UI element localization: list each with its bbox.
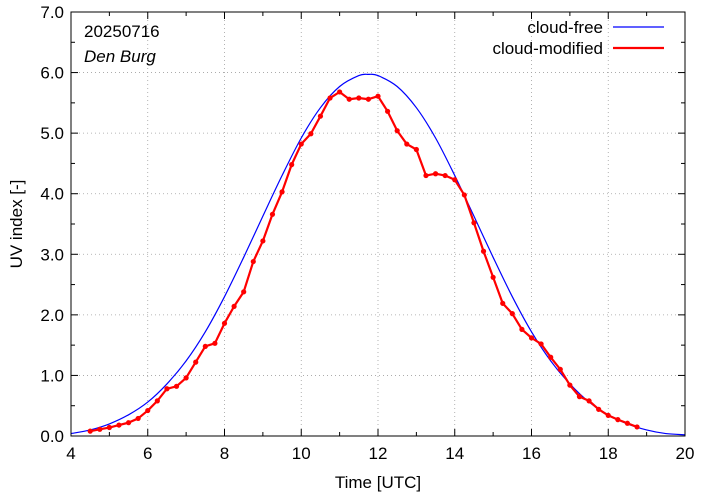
data-point-cloud-modified bbox=[279, 189, 285, 195]
x-axis-label: Time [UTC] bbox=[335, 473, 421, 492]
x-tick-label: 8 bbox=[220, 444, 229, 463]
data-point-cloud-modified bbox=[356, 95, 362, 101]
date-label: 20250716 bbox=[84, 22, 160, 41]
data-point-cloud-modified bbox=[87, 428, 93, 434]
data-point-cloud-modified bbox=[528, 335, 535, 341]
data-point-cloud-modified bbox=[432, 171, 439, 177]
legend-label-cloud-modified: cloud-modified bbox=[492, 39, 603, 58]
data-point-cloud-modified bbox=[116, 422, 122, 428]
x-tick-label: 10 bbox=[292, 444, 311, 463]
y-axis-label: UV index [-] bbox=[7, 180, 26, 269]
x-tick-label: 18 bbox=[599, 444, 618, 463]
data-point-cloud-modified bbox=[346, 96, 352, 102]
data-point-cloud-modified bbox=[327, 95, 333, 101]
data-point-cloud-modified bbox=[154, 398, 160, 404]
data-point-cloud-modified bbox=[471, 220, 477, 226]
data-point-cloud-modified bbox=[442, 172, 448, 179]
y-tick-label: 5.0 bbox=[40, 124, 64, 143]
data-point-cloud-modified bbox=[557, 366, 563, 372]
y-tick-label: 0.0 bbox=[40, 427, 64, 446]
data-point-cloud-modified bbox=[337, 89, 343, 95]
data-point-cloud-modified bbox=[269, 211, 276, 217]
series-layer bbox=[70, 73, 686, 436]
data-point-cloud-modified bbox=[404, 141, 410, 147]
data-point-cloud-modified bbox=[567, 382, 573, 388]
data-point-cloud-modified bbox=[375, 93, 381, 99]
x-tick-label: 20 bbox=[676, 444, 695, 463]
data-point-cloud-modified bbox=[145, 407, 151, 414]
data-point-cloud-modified bbox=[193, 359, 199, 365]
data-point-cloud-modified bbox=[260, 238, 266, 244]
data-point-cloud-modified bbox=[548, 354, 554, 360]
data-point-cloud-modified bbox=[596, 406, 602, 412]
data-point-cloud-modified bbox=[317, 113, 324, 119]
data-point-cloud-modified bbox=[500, 300, 506, 306]
data-point-cloud-modified bbox=[164, 386, 170, 392]
x-tick-label: 14 bbox=[445, 444, 464, 463]
x-tick-label: 12 bbox=[369, 444, 388, 463]
series-line-cloud-free bbox=[70, 73, 686, 436]
data-point-cloud-modified bbox=[615, 417, 621, 423]
data-point-cloud-modified bbox=[452, 177, 458, 183]
data-point-cloud-modified bbox=[394, 128, 400, 134]
data-point-cloud-modified bbox=[509, 311, 515, 317]
data-point-cloud-modified bbox=[241, 289, 247, 295]
data-point-cloud-modified bbox=[135, 415, 141, 422]
data-point-cloud-modified bbox=[624, 420, 631, 426]
data-point-cloud-modified bbox=[173, 383, 180, 389]
grid-layer bbox=[71, 12, 685, 436]
data-point-cloud-modified bbox=[384, 108, 391, 114]
data-point-cloud-modified bbox=[586, 398, 592, 404]
data-point-cloud-modified bbox=[106, 424, 112, 431]
data-point-cloud-modified bbox=[125, 420, 132, 426]
data-point-cloud-modified bbox=[231, 303, 237, 309]
data-point-cloud-modified bbox=[212, 340, 218, 346]
data-point-cloud-modified bbox=[605, 412, 611, 419]
y-tick-label: 3.0 bbox=[40, 245, 64, 264]
data-point-cloud-modified bbox=[202, 343, 208, 349]
data-point-cloud-modified bbox=[490, 274, 496, 280]
data-point-cloud-modified bbox=[461, 192, 467, 198]
data-point-cloud-modified bbox=[423, 172, 429, 179]
y-tick-label: 6.0 bbox=[40, 64, 64, 83]
x-tick-label: 4 bbox=[66, 444, 75, 463]
data-point-cloud-modified bbox=[413, 146, 419, 153]
data-point-cloud-modified bbox=[538, 341, 544, 347]
legend: cloud-free cloud-modified bbox=[492, 18, 664, 58]
series-line-cloud-modified bbox=[89, 90, 638, 433]
data-point-cloud-modified bbox=[183, 375, 189, 381]
data-point-cloud-modified bbox=[634, 424, 640, 430]
data-point-cloud-modified bbox=[250, 258, 256, 265]
y-tick-label: 2.0 bbox=[40, 306, 64, 325]
data-point-cloud-modified bbox=[221, 320, 228, 326]
y-tick-label: 1.0 bbox=[40, 366, 64, 385]
legend-label-cloud-free: cloud-free bbox=[527, 18, 603, 37]
data-point-cloud-modified bbox=[298, 141, 304, 147]
x-tick-label: 6 bbox=[143, 444, 152, 463]
y-tick-label: 7.0 bbox=[40, 3, 64, 22]
data-point-cloud-modified bbox=[289, 162, 295, 168]
data-point-cloud-modified bbox=[97, 426, 103, 432]
data-point-cloud-modified bbox=[576, 394, 583, 400]
data-point-cloud-modified bbox=[365, 96, 372, 102]
x-tick-label: 16 bbox=[522, 444, 541, 463]
tick-layer: 4 6 8 10 12 14 16 18 20 0.0 1.0 2.0 3.0 4.0 5.0 6.0 7.0 bbox=[40, 3, 694, 463]
y-tick-label: 4.0 bbox=[40, 185, 64, 204]
data-point-cloud-modified bbox=[519, 326, 525, 332]
location-label: Den Burg bbox=[84, 47, 156, 66]
data-point-cloud-modified bbox=[308, 131, 314, 137]
data-point-cloud-modified bbox=[480, 248, 487, 254]
